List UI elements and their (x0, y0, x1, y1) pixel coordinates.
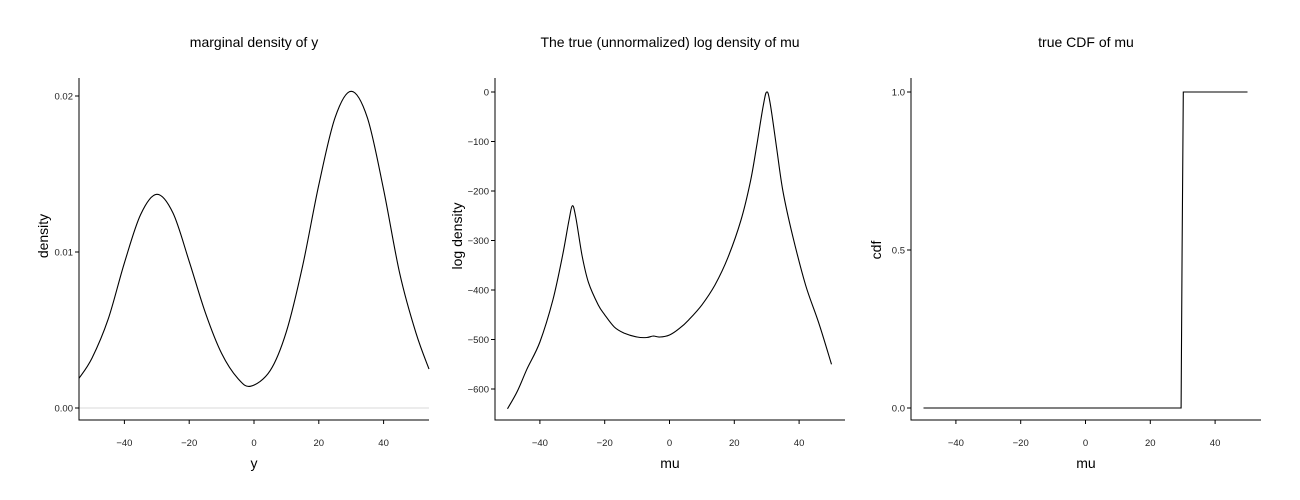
x-tick-label: −40 (532, 438, 548, 449)
x-tick-label: −20 (181, 438, 197, 449)
y-tick-label: 0.01 (55, 248, 74, 259)
axes-frame (78, 78, 429, 421)
panel-cdf: true CDF of mu mu cdf −40 −20 0 20 40 0.0 0.5 1… (868, 34, 1261, 471)
y-axis-label: cdf (868, 241, 884, 260)
x-tick-label: 20 (314, 438, 325, 449)
y-axis-label: density (35, 214, 51, 258)
x-axis-label: y (251, 455, 258, 471)
x-axis-label: mu (1076, 455, 1095, 471)
y-tick-label: 0.00 (55, 404, 74, 415)
x-tick-label: −40 (948, 438, 964, 449)
x-tick-label: 20 (729, 438, 740, 449)
x-tick-label: 40 (1210, 438, 1221, 449)
panel-title: marginal density of y (190, 34, 318, 50)
y-tick-label: −300 (468, 236, 489, 247)
panel-log-density: The true (unnormalized) log density of m… (449, 34, 845, 471)
x-tick-label: 0 (251, 438, 256, 449)
y-tick-label: −100 (468, 137, 489, 148)
density-curve (78, 90, 430, 388)
axis-ticks: −40 −20 0 20 40 0.00 0.01 0.02 (55, 92, 389, 450)
x-tick-label: 0 (667, 438, 672, 449)
y-tick-label: 1.0 (892, 88, 905, 99)
x-tick-label: −40 (116, 438, 132, 449)
y-axis-label: log density (449, 203, 465, 270)
y-tick-label: −400 (468, 286, 489, 297)
y-tick-label: 0 (484, 88, 489, 99)
panel-title: true CDF of mu (1038, 34, 1134, 50)
y-tick-label: 0.5 (892, 246, 905, 257)
axes-frame (910, 78, 1261, 421)
axes-frame (494, 78, 845, 421)
x-tick-label: 40 (794, 438, 805, 449)
axis-ticks: −40 −20 0 20 400−100−200−300−400−500−600 (468, 88, 805, 450)
y-tick-label: 0.02 (55, 92, 74, 103)
panel-marginal-density: marginal density of y y density −40 −20 0 2… (35, 34, 430, 471)
x-tick-label: −20 (1013, 438, 1029, 449)
x-axis-label: mu (660, 455, 679, 471)
cdf-curve (923, 91, 1248, 409)
y-tick-label: −200 (468, 187, 489, 198)
x-tick-label: 20 (1145, 438, 1156, 449)
log-density-curve (507, 91, 833, 410)
x-tick-label: −20 (597, 438, 613, 449)
y-tick-label: −600 (468, 385, 489, 396)
x-tick-label: 40 (378, 438, 389, 449)
panel-title: The true (unnormalized) log density of m… (540, 34, 799, 50)
y-tick-label: 0.0 (892, 404, 905, 415)
axis-ticks: −40 −20 0 20 40 0.0 0.5 1.0 (892, 88, 1221, 450)
x-tick-label: 0 (1083, 438, 1088, 449)
y-tick-label: −500 (468, 335, 489, 346)
